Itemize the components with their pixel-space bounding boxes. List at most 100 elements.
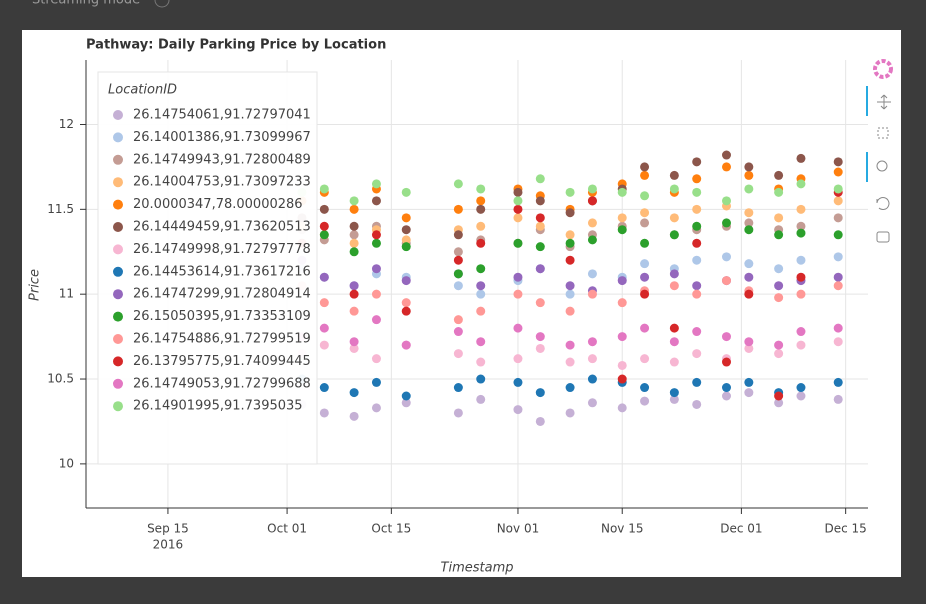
point bbox=[796, 272, 806, 282]
point bbox=[513, 354, 523, 364]
point bbox=[476, 238, 486, 248]
point bbox=[513, 289, 523, 299]
box-zoom-tool[interactable] bbox=[877, 127, 889, 139]
point bbox=[833, 213, 843, 223]
point bbox=[587, 398, 597, 408]
point bbox=[513, 187, 523, 197]
point bbox=[640, 218, 650, 228]
point bbox=[796, 340, 806, 350]
point bbox=[796, 383, 806, 393]
point bbox=[617, 225, 627, 235]
point bbox=[371, 230, 381, 240]
point bbox=[774, 281, 784, 291]
point bbox=[833, 323, 843, 333]
point bbox=[796, 289, 806, 299]
point bbox=[692, 187, 702, 197]
point bbox=[401, 306, 411, 316]
point bbox=[721, 218, 731, 228]
point bbox=[371, 196, 381, 206]
point bbox=[744, 184, 754, 194]
pan-tool[interactable] bbox=[877, 94, 891, 110]
toolbar bbox=[866, 59, 893, 243]
x-axis-label: Timestamp bbox=[441, 561, 514, 576]
point bbox=[513, 204, 523, 214]
point bbox=[319, 272, 329, 282]
point bbox=[774, 349, 784, 359]
point bbox=[640, 289, 650, 299]
point bbox=[833, 230, 843, 240]
point bbox=[640, 259, 650, 269]
point bbox=[833, 184, 843, 194]
point bbox=[476, 196, 486, 206]
point bbox=[587, 196, 597, 206]
point bbox=[349, 204, 359, 214]
point bbox=[535, 221, 545, 231]
point bbox=[319, 184, 329, 194]
point bbox=[833, 196, 843, 206]
point bbox=[349, 221, 359, 231]
point bbox=[401, 187, 411, 197]
point bbox=[565, 281, 575, 291]
point bbox=[796, 255, 806, 265]
point bbox=[349, 230, 359, 240]
legend-label: 26.14004753,91.73097233 bbox=[133, 175, 311, 190]
point bbox=[476, 357, 486, 367]
legend-swatch bbox=[113, 154, 123, 165]
point bbox=[453, 349, 463, 359]
point bbox=[587, 337, 597, 347]
wheel-zoom-tool[interactable] bbox=[876, 160, 888, 172]
point bbox=[744, 218, 754, 228]
point bbox=[535, 242, 545, 252]
active-marker bbox=[866, 152, 868, 182]
point bbox=[774, 187, 784, 197]
point bbox=[401, 398, 411, 408]
point bbox=[833, 167, 843, 177]
legend-swatch bbox=[113, 244, 123, 255]
point bbox=[617, 360, 627, 370]
legend-swatch bbox=[113, 132, 123, 143]
point bbox=[349, 306, 359, 316]
point bbox=[744, 208, 754, 218]
point bbox=[640, 162, 650, 172]
point bbox=[535, 343, 545, 353]
x-tick-label: Nov 15 bbox=[601, 522, 644, 536]
point bbox=[535, 332, 545, 342]
point bbox=[349, 289, 359, 299]
point bbox=[640, 238, 650, 248]
point bbox=[617, 298, 627, 308]
point bbox=[587, 218, 597, 228]
point bbox=[565, 230, 575, 240]
point bbox=[513, 272, 523, 282]
point bbox=[669, 184, 679, 194]
point bbox=[796, 221, 806, 231]
point bbox=[565, 408, 575, 418]
point bbox=[565, 289, 575, 299]
point bbox=[669, 230, 679, 240]
point bbox=[401, 276, 411, 286]
point bbox=[774, 170, 784, 180]
point bbox=[476, 337, 486, 347]
point bbox=[453, 408, 463, 418]
point bbox=[617, 332, 627, 342]
point bbox=[401, 235, 411, 245]
point bbox=[371, 354, 381, 364]
point bbox=[349, 196, 359, 206]
bokeh-logo[interactable] bbox=[873, 59, 893, 79]
point bbox=[617, 213, 627, 223]
point bbox=[476, 221, 486, 231]
point bbox=[476, 281, 486, 291]
point bbox=[721, 252, 731, 262]
point bbox=[565, 383, 575, 393]
legend-label: 20.0000347,78.00000286 bbox=[133, 197, 303, 212]
hover-tool[interactable] bbox=[876, 231, 890, 243]
chart-title: Pathway: Daily Parking Price by Location bbox=[86, 38, 386, 53]
point bbox=[401, 225, 411, 235]
point bbox=[401, 242, 411, 252]
legend-label: 26.14901995,91.7395035 bbox=[133, 399, 303, 414]
point bbox=[744, 289, 754, 299]
point bbox=[669, 213, 679, 223]
point bbox=[692, 255, 702, 265]
info-icon[interactable] bbox=[154, 0, 170, 8]
point bbox=[587, 354, 597, 364]
reset-tool[interactable] bbox=[876, 197, 890, 210]
